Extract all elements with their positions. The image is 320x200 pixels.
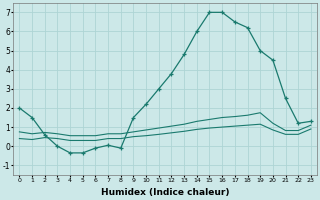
X-axis label: Humidex (Indice chaleur): Humidex (Indice chaleur) (101, 188, 229, 197)
